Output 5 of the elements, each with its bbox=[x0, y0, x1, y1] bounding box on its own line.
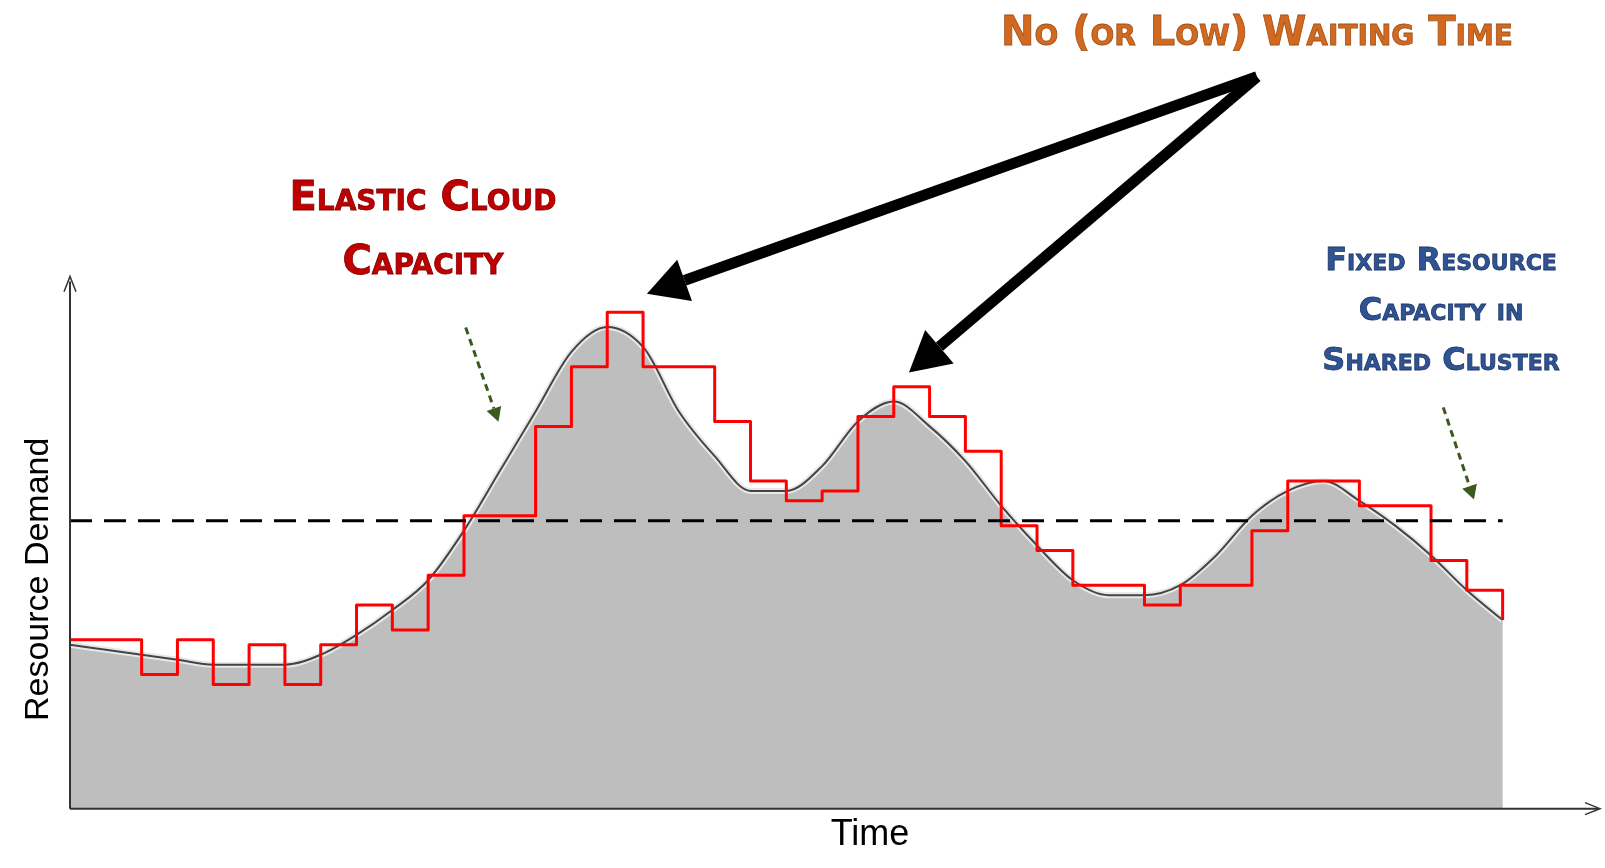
annotation: Fixed Resource Capacity in Shared Cluster bbox=[1322, 240, 1560, 379]
text: Elastic Cloud Capacity bbox=[289, 173, 557, 283]
x-axis-title: Time bbox=[830, 812, 910, 853]
text: No (or Low) Waiting Time bbox=[1001, 8, 1513, 54]
y-axis-title: Resource Demand bbox=[17, 437, 55, 722]
